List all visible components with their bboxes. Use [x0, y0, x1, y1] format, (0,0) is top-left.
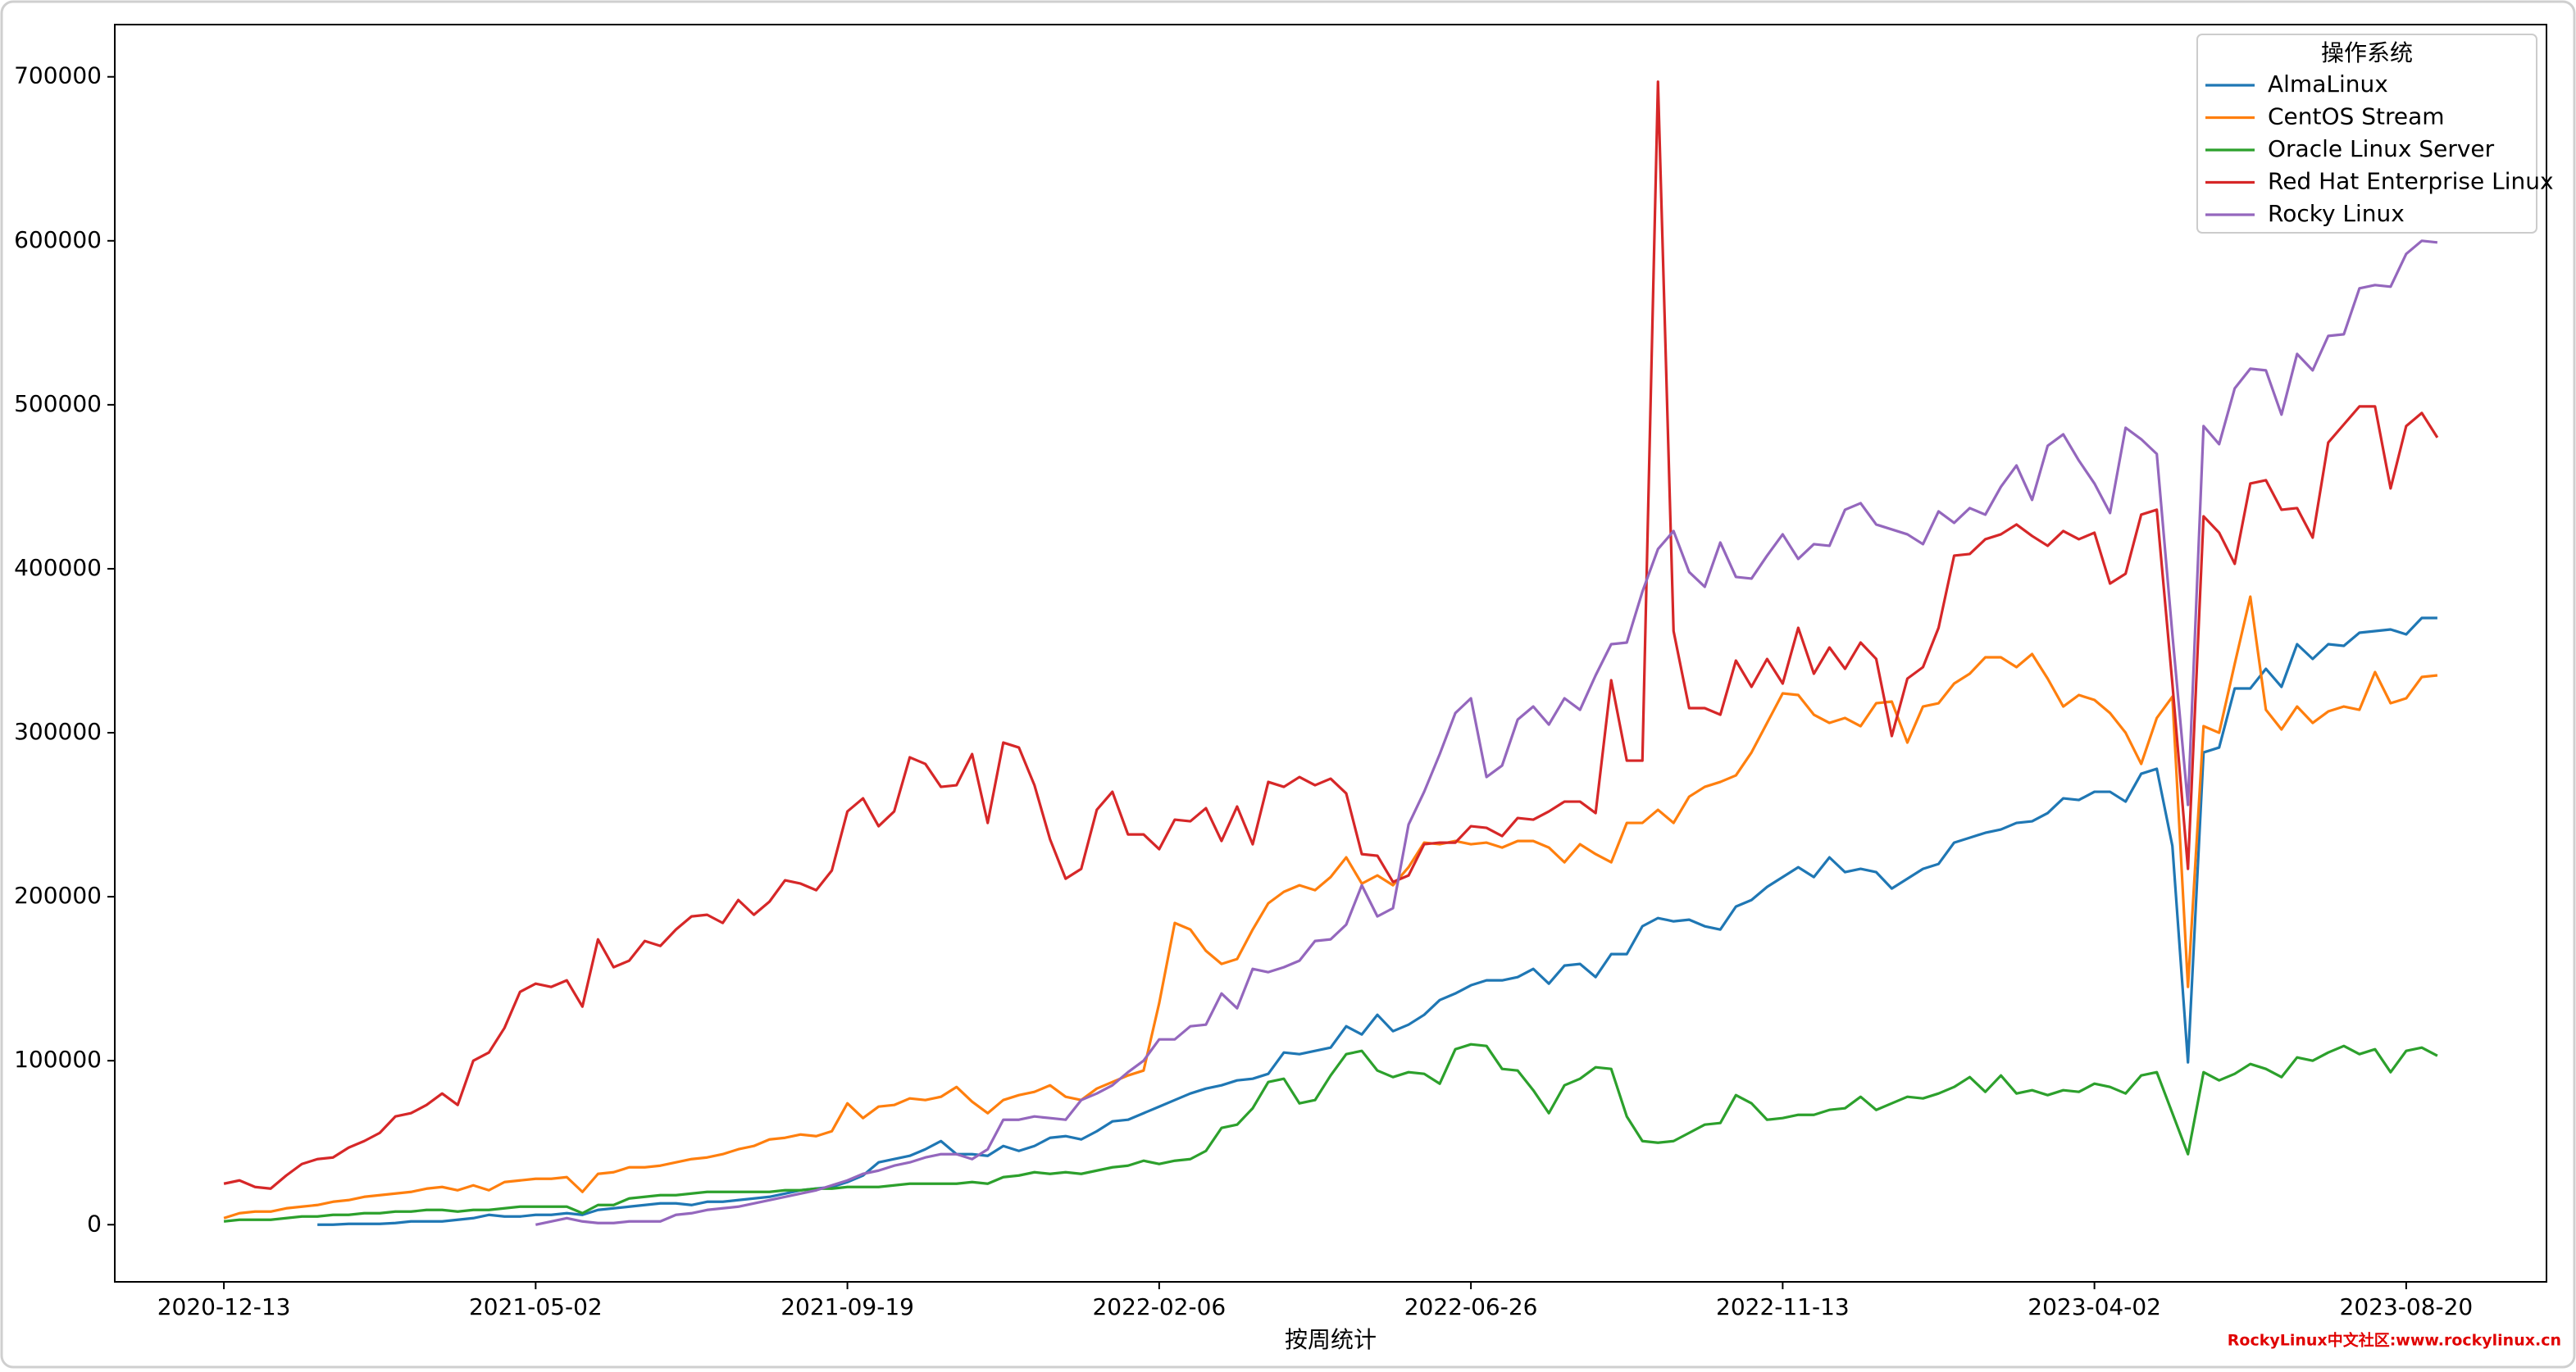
x-tick-label: 2020-12-13 [157, 1293, 291, 1320]
x-tick-label: 2022-06-26 [1404, 1293, 1538, 1320]
legend-label: CentOS Stream [2268, 103, 2445, 130]
y-tick-label: 600000 [14, 226, 102, 253]
series-line [223, 595, 2438, 1220]
x-tick-label: 2023-04-02 [2028, 1293, 2161, 1320]
series-line [223, 80, 2439, 1190]
y-tick-label: 400000 [14, 554, 102, 581]
x-tick-label: 2022-02-06 [1092, 1293, 1226, 1320]
x-tick-label: 2022-11-13 [1716, 1293, 1850, 1320]
y-tick-label: 0 [87, 1210, 102, 1237]
legend-label: Rocky Linux [2268, 200, 2405, 227]
y-tick-label: 100000 [14, 1046, 102, 1073]
series-line [223, 1043, 2438, 1223]
plot-area [114, 24, 2547, 1283]
y-tick-label: 700000 [14, 62, 102, 89]
legend-title: 操作系统 [2321, 39, 2413, 66]
legend-label: AlmaLinux [2268, 70, 2388, 98]
watermark: RockyLinux中文社区:www.rockylinux.cn [2228, 1331, 2561, 1350]
x-tick-label: 2023-08-20 [2340, 1293, 2474, 1320]
x-tick-label: 2021-09-19 [781, 1293, 914, 1320]
x-tick-label: 2021-05-02 [469, 1293, 603, 1320]
y-tick-label: 300000 [14, 718, 102, 745]
legend-box [2196, 34, 2537, 234]
legend-label: Oracle Linux Server [2268, 135, 2495, 162]
series-line [535, 239, 2438, 1226]
legend-label: Red Hat Enterprise Linux [2268, 168, 2554, 195]
y-tick-label: 500000 [14, 390, 102, 417]
series-line [317, 616, 2437, 1226]
y-tick-label: 200000 [14, 882, 102, 909]
x-axis-label: 按周统计 [1285, 1326, 1377, 1353]
